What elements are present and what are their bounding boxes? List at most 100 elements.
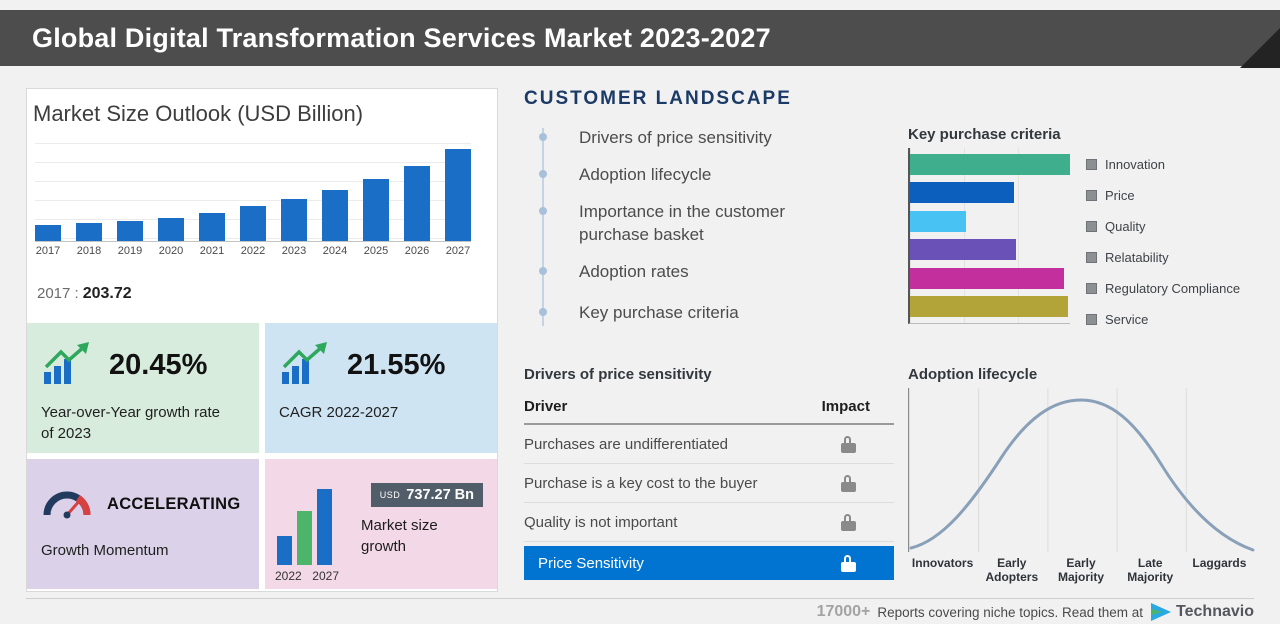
- timeline-dot: [539, 170, 547, 178]
- market-bar-2025: [363, 179, 389, 241]
- landscape-item-purchase-basket: Importance in the customer purchase bask…: [579, 202, 785, 244]
- highlight-text: Price Sensitivity: [538, 554, 644, 572]
- growth-chart-icon: [41, 341, 95, 390]
- column-driver: Driver: [524, 398, 568, 415]
- year-label: 2025: [363, 245, 389, 257]
- legend-item: Service: [1086, 309, 1240, 330]
- market-size-title: Market Size Outlook (USD Billion): [33, 101, 364, 126]
- driver-text: Purchase is a key cost to the buyer: [524, 474, 758, 492]
- stage-early-majority: Early Majority: [1058, 556, 1105, 584]
- year-label: 2027: [445, 245, 471, 257]
- footer: 17000+ Reports covering niche topics. Re…: [817, 602, 1254, 622]
- growth-label: Market size growth: [361, 517, 438, 555]
- year-label: 2020: [158, 245, 184, 257]
- technavio-logo-text: Technavio: [1176, 603, 1254, 620]
- legend-marker-icon: [1086, 159, 1097, 170]
- key-purchase-criteria-title: Key purchase criteria: [908, 126, 1061, 143]
- timeline-line: [542, 128, 544, 326]
- market-size-panel: Market Size Outlook (USD Billion) 2017 2…: [26, 88, 498, 592]
- kpc-bar-quality: [910, 210, 966, 232]
- market-bar-2027: [445, 148, 471, 241]
- bell-curve: [909, 398, 1255, 552]
- year-label: 2023: [281, 245, 307, 257]
- legend-item: Quality: [1086, 216, 1240, 237]
- footer-divider: [26, 598, 1254, 599]
- legend-marker-icon: [1086, 252, 1097, 263]
- legend-item: Relatability: [1086, 247, 1240, 268]
- market-bar-2021: [199, 213, 225, 241]
- year-label: 2026: [404, 245, 430, 257]
- legend-marker-icon: [1086, 221, 1097, 232]
- market-size-growth-card: 2022 2027 USD 737.27 Bn Market size grow…: [265, 459, 497, 589]
- table-row: Quality is not important: [524, 503, 894, 542]
- momentum-value: ACCELERATING: [107, 495, 241, 513]
- adoption-lifecycle-chart: [908, 388, 1255, 552]
- legend-item: Price: [1086, 185, 1240, 206]
- base-year-value: 203.72: [82, 285, 132, 302]
- table-row: Purchase is a key cost to the buyer: [524, 464, 894, 503]
- legend-item: Regulatory Compliance: [1086, 278, 1240, 299]
- stage-innovators: Innovators: [911, 556, 974, 570]
- footer-text: Reports covering niche topics. Read them…: [877, 604, 1144, 620]
- technavio-triangle-icon: [1151, 603, 1172, 621]
- market-bar-2020: [158, 217, 184, 241]
- legend-label: Quality: [1105, 219, 1146, 234]
- stage-early-adopters: Early Adopters: [985, 556, 1039, 584]
- cagr-value: 21.55%: [347, 349, 446, 381]
- base-year-callout: 2017 :203.72: [37, 285, 132, 303]
- yoy-growth-card: 20.45% Year-over-Year growth rate of 202…: [27, 323, 259, 453]
- market-bar-2019: [117, 220, 143, 241]
- legend-label: Relatability: [1105, 250, 1169, 265]
- growth-value: 737.27 Bn: [406, 487, 474, 503]
- kpc-bar-service: [910, 295, 1069, 317]
- legend-item: Innovation: [1086, 154, 1240, 175]
- customer-landscape-title: CUSTOMER LANDSCAPE: [524, 88, 792, 109]
- header-ribbon: Global Digital Transformation Services M…: [0, 10, 1280, 66]
- legend-label: Innovation: [1105, 157, 1165, 172]
- landscape-item-price-sensitivity: Drivers of price sensitivity: [579, 128, 772, 147]
- market-bar-2022: [240, 206, 266, 241]
- mini-growth-chart: [277, 489, 332, 565]
- yoy-label: Year-over-Year growth rate of 2023: [41, 404, 220, 442]
- growth-momentum-card: ACCELERATING Growth Momentum: [27, 459, 259, 589]
- adoption-lifecycle-title: Adoption lifecycle: [908, 366, 1038, 383]
- kpc-bar-relatability: [910, 239, 1016, 261]
- legend-label: Price: [1105, 188, 1135, 203]
- key-purchase-criteria-legend: Innovation Price Quality Relatability Re…: [1086, 154, 1240, 330]
- key-purchase-criteria-chart: [908, 148, 1070, 324]
- technavio-logo[interactable]: Technavio: [1150, 602, 1254, 622]
- currency-label: USD: [379, 490, 401, 500]
- year-label: 2019: [117, 245, 143, 257]
- momentum-label: Growth Momentum: [41, 542, 169, 559]
- table-header: Driver Impact: [524, 394, 894, 425]
- timeline-dot: [539, 308, 547, 316]
- column-impact: Impact: [821, 398, 870, 415]
- mini-bar-growth: [297, 511, 312, 565]
- legend-marker-icon: [1086, 190, 1097, 201]
- mini-bar-2027: [317, 489, 332, 565]
- legend-marker-icon: [1086, 314, 1097, 325]
- market-bar-2018: [76, 222, 102, 241]
- lock-icon: [841, 474, 856, 492]
- mini-year-2022: 2022: [275, 569, 302, 583]
- timeline-dot: [539, 207, 547, 215]
- base-year-label: 2017 :: [37, 285, 79, 302]
- lock-icon: [841, 435, 856, 453]
- growth-chart-icon: [279, 341, 333, 390]
- year-label: 2017: [35, 245, 61, 257]
- driver-text: Purchases are undifferentiated: [524, 435, 729, 453]
- adoption-stage-labels: Innovators Early Adopters Early Majority…: [908, 556, 1254, 584]
- table-row: Purchases are undifferentiated: [524, 425, 894, 464]
- legend-label: Regulatory Compliance: [1105, 281, 1241, 296]
- market-size-x-axis: 2017 2018 2019 2020 2021 2022 2023 2024 …: [35, 245, 471, 257]
- year-label: 2022: [240, 245, 266, 257]
- year-label: 2024: [322, 245, 348, 257]
- kpc-bar-regulatory-compliance: [910, 267, 1064, 289]
- lock-icon: [841, 513, 856, 531]
- price-sensitivity-highlight-row[interactable]: Price Sensitivity: [524, 546, 894, 580]
- timeline-dot: [539, 267, 547, 275]
- market-bar-2026: [404, 165, 430, 241]
- landscape-item-adoption-lifecycle: Adoption lifecycle: [579, 165, 712, 184]
- stage-laggards: Laggards: [1192, 556, 1247, 570]
- stage-late-majority: Late Majority: [1127, 556, 1174, 584]
